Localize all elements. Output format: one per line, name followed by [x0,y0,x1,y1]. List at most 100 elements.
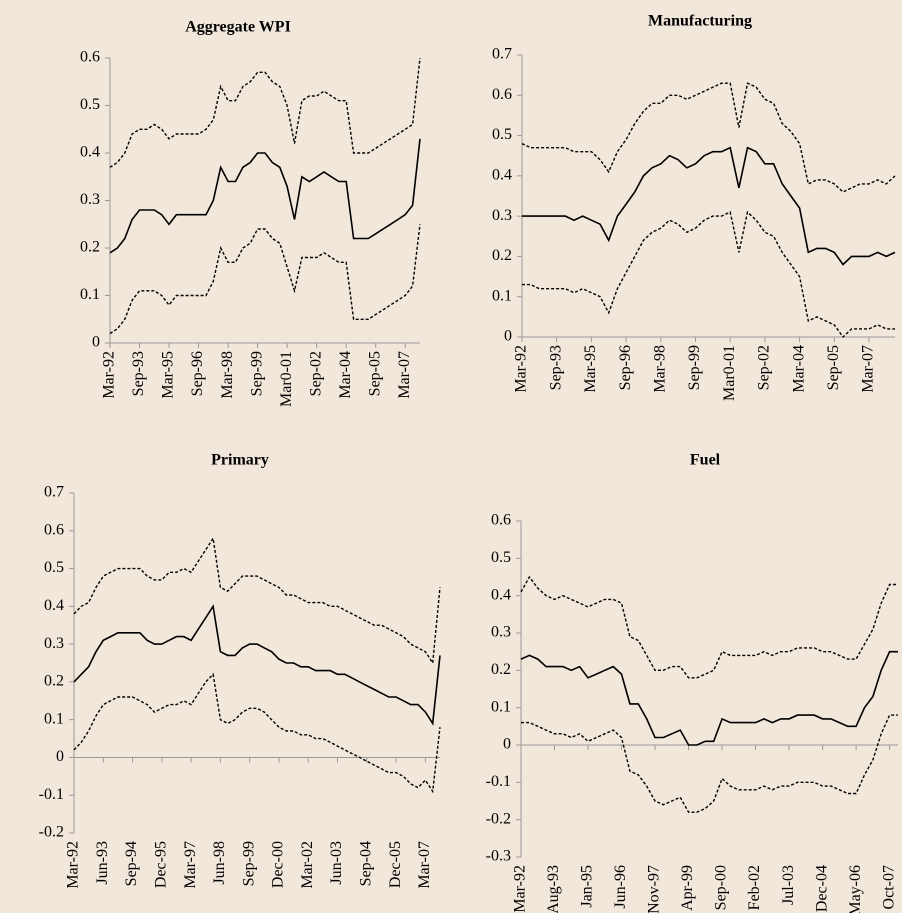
x-tick-label: Sep-02 [307,351,324,396]
y-tick-label: 0.5 [491,549,511,566]
line-series [73,672,441,794]
y-tick-label: 0.5 [80,96,100,113]
y-tick-label: 0.1 [44,710,64,727]
x-tick-label: Sep-00 [713,865,730,910]
y-tick-label: 0.1 [492,287,512,304]
x-tick-label: Mar-04 [337,351,354,399]
x-tick-label: Mar-97 [182,841,199,889]
x-tick-label: Mar-92 [512,865,529,913]
line-series [522,210,895,339]
x-tick-label: Jan-95 [579,865,596,908]
line-series [520,575,898,679]
chart-title: Primary [211,452,269,469]
line-series [521,714,898,813]
x-tick-label: Mar-92 [513,345,530,393]
y-tick-label: 0.3 [80,191,100,208]
y-tick-label: 0.5 [492,126,512,143]
y-tick-label: 0.6 [491,512,511,529]
x-tick-label: Mar-07 [396,351,413,399]
y-tick-label: 0.4 [491,586,511,603]
x-tick-label: Mar-98 [651,345,668,393]
x-tick-label: Sep-93 [130,351,147,396]
y-tick-label: 0.3 [44,635,64,652]
chart-panel: Aggregate WPI 0 0.1 0.2 0.3 0.4 0.5 0.6 Mar-92 Se… [80,19,421,407]
y-tick-label: 0.4 [44,597,64,614]
chart-panel: Manufacturing 0 0.1 0.2 0.3 0.4 0.5 0.6 0.7 Mar-9… [492,13,896,401]
x-tick-label: Jun-98 [211,841,228,885]
y-tick-label: -0.1 [39,786,64,803]
x-tick-label: Mar-07 [860,345,877,393]
y-tick-label: 0.1 [491,698,511,715]
y-tick-label: 0.6 [80,49,100,66]
line-series [109,224,421,335]
x-tick-label: Sep-99 [240,841,257,886]
line-series [521,82,896,193]
y-tick-label: -0.1 [486,773,511,790]
y-tick-label: 0.2 [492,247,512,264]
line-series [522,146,896,266]
x-tick-label: Jul-03 [780,865,797,905]
x-tick-label: Dec-04 [813,865,830,912]
x-tick-label: Sep-04 [357,841,374,886]
x-tick-label: Mar-98 [219,351,236,399]
y-tick-label: 0.3 [492,207,512,224]
y-tick-label: 0 [92,334,100,351]
y-tick-label: 0 [56,748,64,765]
chart-title: Manufacturing [648,13,752,30]
y-tick-label: 0.2 [80,239,100,256]
y-tick-label: 0.7 [44,484,64,501]
line-series [73,604,441,726]
chart-panel: Fuel -0.3 -0.2 -0.1 0 0.1 0.2 0.3 0.4 0.5 0.6 Mar-9… [486,452,898,913]
x-tick-label: Sep-02 [756,345,773,390]
y-tick-label: 0.6 [44,521,64,538]
y-tick-label: 0.4 [80,144,100,161]
x-tick-label: Sep-94 [123,841,140,886]
y-tick-label: 0.4 [492,167,512,184]
chart-title: Aggregate WPI [185,19,291,36]
x-tick-label: Oct-07 [880,865,897,909]
y-tick-label: -0.2 [39,824,64,841]
x-tick-label: May-06 [847,865,864,913]
x-tick-label: Mar-02 [299,841,316,889]
y-tick-label: 0 [504,328,512,345]
x-tick-label: Jun-96 [612,865,629,909]
y-tick-label: 0.2 [491,661,511,678]
x-tick-label: Aug-93 [545,865,562,913]
line-series [109,138,421,254]
chart-title: Fuel [690,452,721,469]
y-tick-label: -0.2 [486,810,511,827]
x-tick-label: Sep-05 [825,345,842,390]
line-series [109,57,421,168]
x-tick-label: Apr-99 [679,865,696,911]
x-tick-label: Mar-92 [65,841,82,889]
x-tick-label: Nov-97 [646,865,663,913]
x-tick-label: Mar-04 [790,345,807,393]
x-tick-label: Sep-99 [248,351,265,396]
x-tick-label: Sep-93 [547,345,564,390]
x-tick-label: Mar-95 [160,351,177,399]
x-tick-label: Dec-00 [270,841,287,888]
x-tick-label: Feb-02 [746,865,763,910]
y-tick-label: 0.5 [44,559,64,576]
x-tick-label: Mar0-01 [278,351,295,407]
y-tick-label: 0.7 [492,46,512,63]
x-tick-label: Sep-96 [617,345,634,390]
y-tick-label: 0.6 [492,86,512,103]
x-tick-label: Mar-92 [101,351,118,399]
x-tick-label: Sep-05 [366,351,383,396]
y-tick-label: -0.3 [486,848,511,865]
y-tick-label: 0.2 [44,673,64,690]
x-tick-label: Mar-95 [582,345,599,393]
x-tick-label: Dec-95 [153,841,170,888]
x-tick-label: Mar0-01 [721,345,738,401]
x-tick-label: Jun-03 [328,841,345,885]
x-tick-label: Sep-99 [686,345,703,390]
y-tick-label: 0.3 [491,624,511,641]
x-tick-label: Jun-93 [94,841,111,885]
chart-panel: Primary -0.2 -0.1 0 0.1 0.2 0.3 0.4 0.5 0.6 0.7 Mar… [39,452,441,889]
y-tick-label: 0.1 [80,286,100,303]
line-series [520,650,898,746]
line-series [73,536,441,666]
